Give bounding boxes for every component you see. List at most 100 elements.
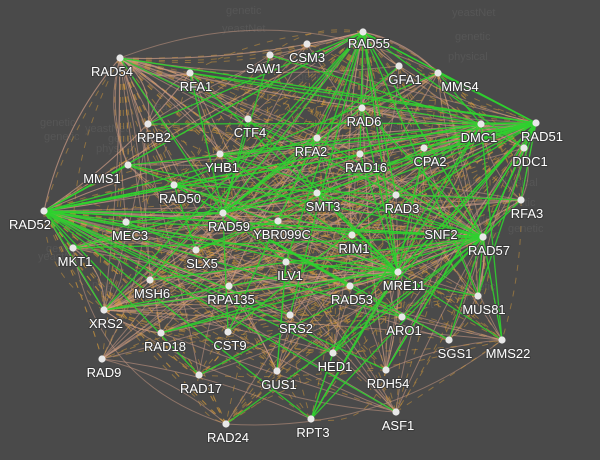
graph-node-rpa135[interactable] — [225, 282, 233, 290]
node-label-csm3: CSM3 — [289, 50, 325, 65]
graph-node-rad52[interactable] — [40, 207, 48, 215]
graph-edge-physical — [195, 43, 308, 251]
graph-edge-yeastNet — [222, 192, 318, 214]
graph-node-cpa2[interactable] — [420, 144, 428, 152]
graph-node-yhb1[interactable] — [216, 150, 224, 158]
graph-edge-genetic — [316, 147, 525, 196]
graph-node-rad6[interactable] — [358, 104, 366, 112]
graph-node-rad59[interactable] — [219, 209, 227, 217]
graph-node-rpb2[interactable] — [144, 120, 152, 128]
node-label-rad55: RAD55 — [348, 36, 390, 51]
graph-node-xrs2[interactable] — [100, 306, 108, 314]
graph-node-mkt1[interactable] — [69, 244, 77, 252]
graph-edge-yeastNet — [219, 123, 482, 155]
graph-node-rad53[interactable] — [346, 282, 354, 290]
graph-edge-physical — [43, 210, 397, 413]
graph-node-rim1[interactable] — [348, 231, 356, 239]
graph-node-msh6[interactable] — [146, 276, 154, 284]
node-label-xrs2: XRS2 — [89, 316, 123, 331]
graph-edge-genetic — [160, 332, 278, 372]
graph-node-slx5[interactable] — [192, 246, 200, 254]
graph-edge-physical — [119, 57, 249, 120]
graph-edge-yeastNet — [397, 271, 503, 341]
node-label-rad51: RAD51 — [521, 129, 563, 144]
graph-node-aro1[interactable] — [398, 313, 406, 321]
graph-edge-genetic — [119, 57, 397, 196]
graph-node-mec3[interactable] — [122, 218, 130, 226]
graph-node-rdh54[interactable] — [382, 366, 390, 374]
graph-edge-genetic — [43, 210, 291, 316]
node-label-ybr099c: YBR099C — [253, 227, 311, 242]
graph-node-ctf4[interactable] — [244, 115, 252, 123]
graph-node-rad24[interactable] — [222, 420, 230, 428]
node-label-rpa135: RPA135 — [207, 292, 254, 307]
graph-edge-physical — [43, 184, 175, 212]
graph-edge-genetic — [332, 122, 537, 354]
graph-edge-genetic — [395, 339, 503, 413]
graph-edge-yeastNet — [125, 212, 224, 223]
graph-node-rad17[interactable] — [195, 371, 203, 379]
graph-node-gfa1[interactable] — [395, 62, 403, 70]
graph-node-rad55[interactable] — [359, 28, 367, 36]
graph-edge-yeastNet — [397, 147, 425, 273]
graph-node-rad51[interactable] — [532, 119, 540, 127]
graph-node-rfa3[interactable] — [517, 196, 525, 204]
graph-edge-genetic — [219, 122, 482, 155]
node-label-sgs1: SGS1 — [438, 346, 473, 361]
graph-edge-physical — [43, 137, 318, 212]
graph-edge-yeastNet — [269, 54, 482, 125]
graph-node-rad9[interactable] — [98, 355, 106, 363]
graph-node-rad54[interactable] — [116, 54, 124, 62]
graph-node-saw1[interactable] — [266, 51, 274, 59]
graph-node-rpt3[interactable] — [307, 415, 315, 423]
graph-edge-physical — [316, 122, 537, 139]
graph-edge-genetic — [103, 123, 149, 311]
graph-edge-genetic — [43, 210, 397, 413]
graph-node-cst9[interactable] — [224, 328, 232, 336]
graph-edge-genetic — [198, 31, 364, 376]
graph-node-rad50[interactable] — [170, 181, 178, 189]
graph-node-rad57[interactable] — [479, 233, 487, 241]
graph-node-mms1[interactable] — [124, 161, 132, 169]
graph-edge-genetic — [332, 316, 403, 354]
graph-node-ddc1[interactable] — [520, 144, 528, 152]
graph-node-hed1[interactable] — [329, 349, 337, 357]
graph-node-csm3[interactable] — [303, 40, 311, 48]
graph-edge-genetic — [362, 31, 537, 124]
graph-edge-genetic — [362, 31, 503, 341]
node-label-saw1: SAW1 — [246, 61, 282, 76]
graph-node-sgs1[interactable] — [445, 336, 453, 344]
graph-edge-physical — [482, 147, 525, 238]
graph-edge-yeastNet — [482, 122, 537, 238]
graph-node-rfa1[interactable] — [186, 69, 194, 77]
graph-node-ilv1[interactable] — [282, 258, 290, 266]
graph-node-ybr099c[interactable] — [274, 217, 282, 225]
graph-edge-genetic — [361, 107, 503, 341]
graph-node-rad16[interactable] — [356, 150, 364, 158]
graph-edge-physical — [119, 57, 537, 124]
graph-node-rfa2[interactable] — [313, 134, 321, 142]
graph-node-rad3[interactable] — [392, 191, 400, 199]
graph-edge-genetic — [101, 57, 122, 360]
graph-edge-genetic — [101, 43, 308, 360]
graph-node-dmc1[interactable] — [477, 120, 485, 128]
graph-edge-physical — [43, 210, 503, 341]
node-label-mms22: MMS22 — [486, 346, 531, 361]
graph-node-smt3[interactable] — [313, 189, 321, 197]
graph-node-mus81[interactable] — [474, 292, 482, 300]
node-label-mkt1: MKT1 — [58, 254, 93, 269]
graph-edge-yeastNet — [119, 57, 224, 214]
graph-node-gus1[interactable] — [273, 367, 281, 375]
graph-node-rad18[interactable] — [157, 329, 165, 337]
graph-node-mms4[interactable] — [434, 69, 442, 77]
graph-node-mre11[interactable] — [394, 268, 402, 276]
graph-node-asf1[interactable] — [392, 408, 400, 416]
graph-edge-yeastNet — [359, 153, 399, 273]
graph-node-srs2[interactable] — [286, 311, 294, 319]
graph-node-mms22[interactable] — [498, 336, 506, 344]
graph-edge-physical — [43, 72, 191, 212]
graph-edge-physical — [520, 147, 529, 201]
graph-edge-genetic — [43, 210, 312, 420]
